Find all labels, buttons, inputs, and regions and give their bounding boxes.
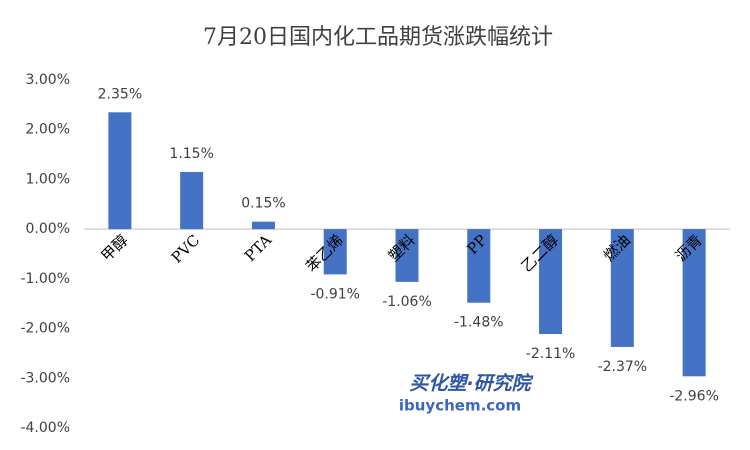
- value-label: -1.48%: [454, 315, 504, 331]
- y-tick-label: -4.00%: [20, 420, 70, 436]
- y-tick-label: -3.00%: [20, 370, 70, 386]
- value-label: 2.35%: [98, 86, 142, 102]
- y-tick-label: 3.00%: [26, 72, 70, 88]
- chart-title: 7月20日国内化工品期货涨跌幅统计: [203, 25, 553, 50]
- value-label: 0.15%: [241, 196, 285, 212]
- bar: [108, 112, 132, 230]
- y-tick-label: 2.00%: [26, 122, 70, 138]
- bar: [251, 221, 275, 230]
- value-label: -1.06%: [382, 294, 432, 310]
- value-label: -2.11%: [526, 346, 576, 362]
- bar: [467, 229, 491, 303]
- watermark: ibuychem.com: [399, 397, 521, 415]
- value-label: 1.15%: [169, 146, 213, 162]
- watermark: 买化塑·研究院: [409, 373, 533, 395]
- value-label: -2.37%: [598, 359, 648, 375]
- value-label: -2.96%: [669, 388, 719, 404]
- y-tick-label: 0.00%: [26, 221, 70, 237]
- y-tick-label: -1.00%: [20, 271, 70, 287]
- value-label: -0.91%: [310, 286, 360, 302]
- bar: [180, 171, 204, 230]
- bar: [539, 229, 563, 335]
- bar: [610, 229, 634, 347]
- y-tick-label: -2.00%: [20, 321, 70, 337]
- bar: [323, 229, 347, 275]
- bar: [395, 229, 419, 282]
- y-tick-label: 1.00%: [26, 171, 70, 187]
- bar: [682, 229, 706, 377]
